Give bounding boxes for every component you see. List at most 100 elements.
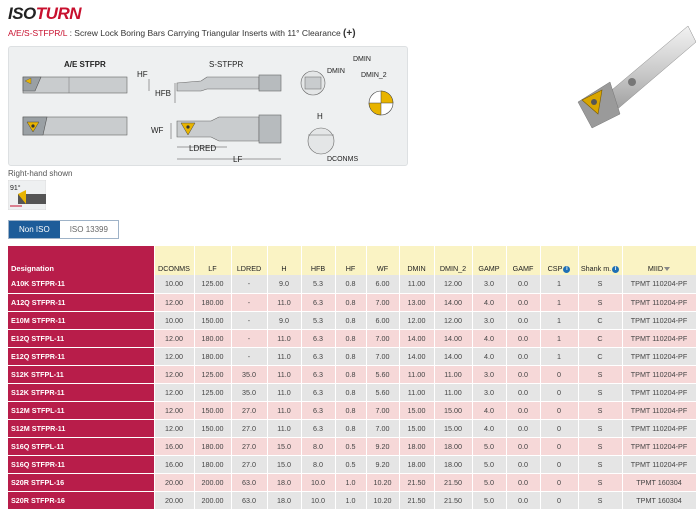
cell-wf: 6.00 <box>366 275 400 294</box>
cell-gamf: 0.0 <box>506 293 541 312</box>
info-icon[interactable]: i <box>612 265 620 273</box>
tab-iso-13399[interactable]: ISO 13399 <box>59 221 118 238</box>
cell-miid: TPMT 110204-PF <box>622 365 697 384</box>
col-header-wf[interactable]: WF <box>366 246 400 275</box>
cell-ldred: - <box>231 347 268 366</box>
cell-gamf: 0.0 <box>506 455 541 474</box>
cell-gamp: 5.0 <box>472 473 507 492</box>
table-row[interactable]: S12M STFPL-11 12.00 150.00 27.0 11.0 6.3 0.8 7.… <box>8 401 697 420</box>
approach-angle-icon: 91° <box>7 179 47 211</box>
cell-designation[interactable]: S20R STFPR-16 <box>8 491 155 510</box>
table-row[interactable]: E12Q STFPR-11 12.00 180.00-11.0 6.3 0.8 7.00 1… <box>8 347 697 366</box>
s-insert-bottom <box>180 122 196 136</box>
table-header-row: Designation DCONMS LF LDRED H HFB HF WF … <box>8 246 697 275</box>
cell-ldred: 27.0 <box>231 401 268 420</box>
cell-hf: 0.8 <box>335 401 367 420</box>
cell-csp: 1 <box>540 275 579 294</box>
table-row[interactable]: A10K STFPR-11 10.00 125.00-9.0 5.3 0.8 6.00 11… <box>8 275 697 294</box>
cell-miid: TPMT 110204-PF <box>622 329 697 348</box>
cell-csp: 1 <box>540 293 579 312</box>
table-row[interactable]: S16Q STFPL-11 16.00 180.00 27.0 15.0 8.0 0.5 9.… <box>8 437 697 456</box>
cell-designation[interactable]: E12Q STFPL-11 <box>8 329 155 348</box>
table-row[interactable]: E12Q STFPL-11 12.00 180.00-11.0 6.3 0.8 7.00 1… <box>8 329 697 348</box>
cell-designation[interactable]: A12Q STFPR-11 <box>8 293 155 312</box>
cell-designation[interactable]: S12K STFPL-11 <box>8 365 155 384</box>
col-header-h[interactable]: H <box>267 246 302 275</box>
tab-non-iso[interactable]: Non ISO <box>9 221 60 238</box>
col-header-designation[interactable]: Designation <box>8 246 155 275</box>
cell-designation[interactable]: S20R STFPL-16 <box>8 473 155 492</box>
cell-hf: 0.5 <box>335 437 367 456</box>
cell-hf: 0.8 <box>335 365 367 384</box>
cell-dmin: 15.00 <box>399 419 435 438</box>
cell-designation[interactable]: S12M STFPL-11 <box>8 401 155 420</box>
product-code: A/E/S-STFPR/L <box>8 28 68 38</box>
col-header-csp[interactable]: CSP i <box>540 246 579 275</box>
logo-part1: ISO <box>8 4 36 23</box>
table-row[interactable]: S20R STFPR-16 20.00 200.00 63.0 18.0 10.0 1.0 1… <box>8 491 697 510</box>
approach-angle-label: 91° <box>10 184 21 192</box>
cell-ldred: 27.0 <box>231 455 268 474</box>
cell-ldred: - <box>231 275 268 294</box>
cell-hf: 0.8 <box>335 311 367 330</box>
cell-wf: 6.00 <box>366 311 400 330</box>
cell-miid: TPMT 110204-PF <box>622 455 697 474</box>
product-subtitle: A/E/S-STFPR/L : Screw Lock Boring Bars C… <box>8 28 356 39</box>
cell-miid: TPMT 110204-PF <box>622 419 697 438</box>
cell-csp: 0 <box>540 365 579 384</box>
table-row[interactable]: S12K STFPR-11 12.00 125.00 35.0 11.0 6.3 0.8 5.… <box>8 383 697 402</box>
cell-designation[interactable]: S12K STFPR-11 <box>8 383 155 402</box>
dim-dconms: DCONMS <box>327 156 358 163</box>
cell-dmin2: 11.00 <box>434 365 473 384</box>
col-header-dmin2[interactable]: DMIN_2 <box>434 246 473 275</box>
table-row[interactable]: S20R STFPL-16 20.00 200.00 63.0 18.0 10.0 1.0 1… <box>8 473 697 492</box>
technical-drawing: A/E STFPR HF HFB WF S-STFPR LDRED LF D <box>8 46 408 166</box>
col-header-gamf[interactable]: GAMF <box>506 246 541 275</box>
cell-gamp: 5.0 <box>472 455 507 474</box>
cell-designation[interactable]: E12Q STFPR-11 <box>8 347 155 366</box>
table-row[interactable]: S12K STFPL-11 12.00 125.00 35.0 11.0 6.3 0.8 5.… <box>8 365 697 384</box>
table-row[interactable]: S16Q STFPR-11 16.00 180.00 27.0 15.0 8.0 0.5 9.… <box>8 455 697 474</box>
cell-dconms: 12.00 <box>154 347 195 366</box>
cell-gamf: 0.0 <box>506 419 541 438</box>
ae-insert-top <box>24 77 32 85</box>
dim-dmin2: DMIN_2 <box>361 72 387 79</box>
cell-dmin2: 11.00 <box>434 383 473 402</box>
cell-shank: S <box>578 419 623 438</box>
cell-dmin: 11.00 <box>399 365 435 384</box>
table-row[interactable]: S12M STFPR-11 12.00 150.00 27.0 11.0 6.3 0.8 7.… <box>8 419 697 438</box>
cell-gamf: 0.0 <box>506 383 541 402</box>
cell-csp: 0 <box>540 455 579 474</box>
cell-dmin: 11.00 <box>399 275 435 294</box>
dim-dmin-right: DMIN <box>353 56 371 63</box>
col-header-dmin[interactable]: DMIN <box>399 246 435 275</box>
cell-h: 11.0 <box>267 329 302 348</box>
cell-miid: TPMT 110204-PF <box>622 401 697 420</box>
col-header-lf[interactable]: LF <box>194 246 232 275</box>
cell-h: 9.0 <box>267 311 302 330</box>
cell-designation[interactable]: S16Q STFPL-11 <box>8 437 155 456</box>
col-header-gamp[interactable]: GAMP <box>472 246 507 275</box>
col-header-miid[interactable]: MIID <box>622 246 697 275</box>
right-hand-shown-text: Right-hand shown <box>8 169 73 178</box>
cell-designation[interactable]: E10M STFPR-11 <box>8 311 155 330</box>
table-row[interactable]: A12Q STFPR-11 12.00 180.00-11.0 6.3 0.8 7.00 1… <box>8 293 697 312</box>
col-header-hf[interactable]: HF <box>335 246 367 275</box>
cell-designation[interactable]: S12M STFPR-11 <box>8 419 155 438</box>
col-header-ldred[interactable]: LDRED <box>231 246 268 275</box>
col-header-shank[interactable]: Shank m. i <box>578 246 623 275</box>
col-header-hfb[interactable]: HFB <box>301 246 336 275</box>
col-header-dconms[interactable]: DCONMS <box>154 246 195 275</box>
expand-plus-button[interactable]: (+) <box>343 28 356 39</box>
product-description: : Screw Lock Boring Bars Carrying Triang… <box>67 28 344 38</box>
cell-dmin2: 12.00 <box>434 311 473 330</box>
info-icon[interactable]: i <box>563 265 571 273</box>
table-row[interactable]: E10M STFPR-11 10.00 150.00-9.0 5.3 0.8 6.00 12… <box>8 311 697 330</box>
cell-dconms: 12.00 <box>154 383 195 402</box>
product-photo <box>548 6 697 156</box>
cell-lf: 150.00 <box>194 311 232 330</box>
cell-designation[interactable]: S16Q STFPR-11 <box>8 455 155 474</box>
cell-dmin: 21.50 <box>399 473 435 492</box>
cell-designation[interactable]: A10K STFPR-11 <box>8 275 155 294</box>
sort-dropdown-icon[interactable] <box>664 267 671 272</box>
